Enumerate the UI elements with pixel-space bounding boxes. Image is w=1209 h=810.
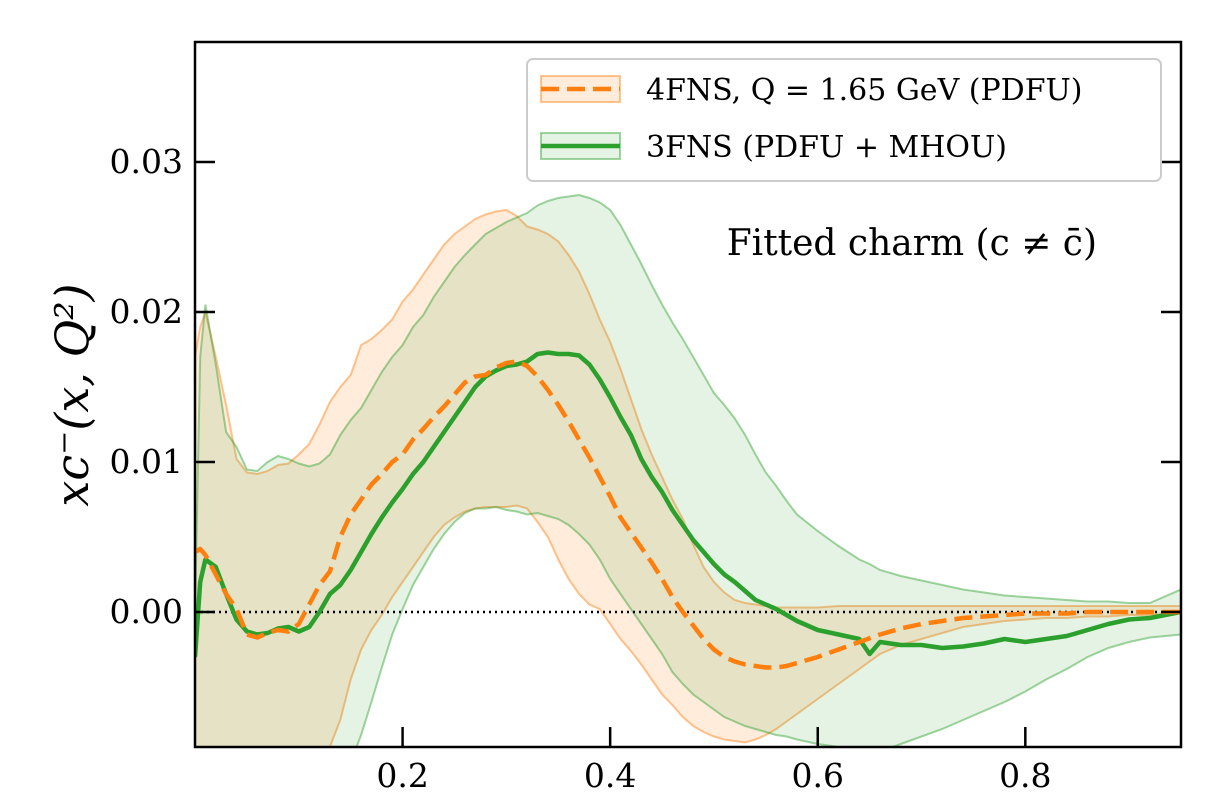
legend: 4FNS, Q = 1.65 GeV (PDFU) 3FNS (PDFU + M… [526,58,1162,182]
legend-label-4fns: 4FNS, Q = 1.65 GeV (PDFU) [646,73,1083,108]
x-tick-label: 0.2 [376,756,428,795]
x-tick-label: 0.6 [791,756,843,795]
series-line-3fns [195,350,1181,658]
y-tick-label: 0.03 [110,142,183,181]
y-axis-label: xc⁻(x, Q²) [45,283,99,506]
y-tick-label: 0.01 [110,442,183,481]
x-tick-label: 0.8 [999,756,1051,795]
y-tick-label: 0.02 [110,292,183,331]
legend-box [526,58,1162,182]
plot-frame [193,40,1183,749]
legend-label-3fns: 3FNS (PDFU + MHOU) [646,130,1007,165]
y-tick-label: 0.00 [110,592,183,631]
x-tick-label: 0.4 [584,756,636,795]
annotation-fitted-charm: Fitted charm (c ≠ c̄) [727,223,1097,264]
band-3fns-uncertainty [195,193,1181,747]
series-line-4fns [195,359,1181,670]
